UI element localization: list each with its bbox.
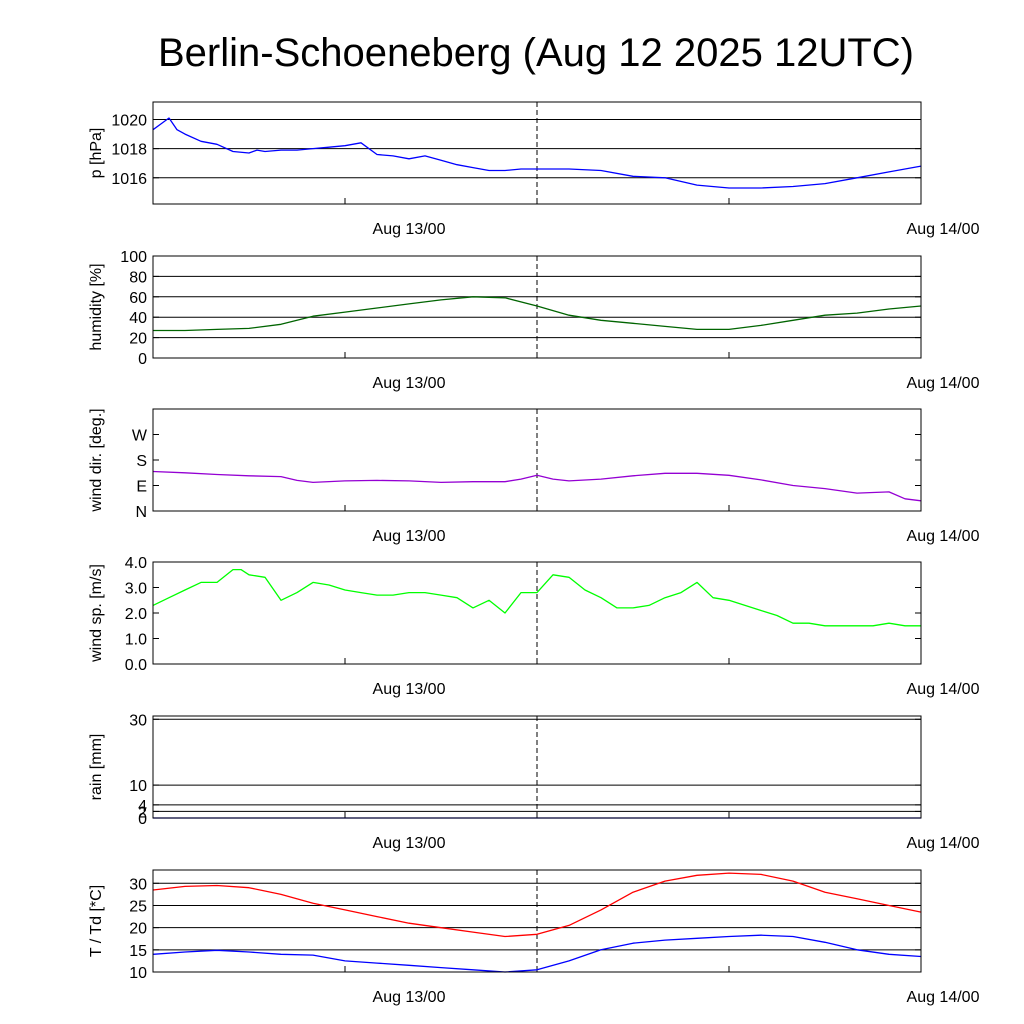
y-tick-label: 4: [138, 798, 147, 815]
y-tick-label: 3.0: [125, 581, 147, 598]
y-tick-label: 10: [129, 965, 147, 982]
plot-frame: [152, 408, 922, 512]
y-tick-label: 1016: [111, 171, 147, 188]
y-axis-label: wind dir. [deg.]: [88, 408, 105, 512]
plot-frame: [152, 255, 922, 359]
x-tick-label: Aug 13/00: [373, 835, 446, 852]
y-tick-label: 80: [129, 269, 147, 286]
y-tick-label: 2.0: [125, 606, 147, 623]
series-line-wind_dir: [152, 470, 922, 502]
y-axis-label: humidity [%]: [88, 263, 105, 350]
y-tick-label: S: [136, 453, 147, 470]
y-tick-label: 0: [138, 811, 147, 828]
y-tick-label: 40: [129, 310, 147, 327]
y-tick-label: 2: [138, 804, 147, 821]
x-tick-label: Aug 13/00: [373, 221, 446, 238]
y-tick-label: N: [135, 504, 147, 521]
y-tick-label: W: [132, 428, 148, 445]
y-tick-label: 60: [129, 290, 147, 307]
y-axis-label: T / Td [*C]: [88, 885, 105, 957]
x-tick-label: Aug 13/00: [373, 528, 446, 545]
y-tick-label: 10: [129, 778, 147, 795]
x-tick-label: Aug 14/00: [907, 681, 980, 698]
y-tick-label: 1020: [111, 112, 147, 129]
y-tick-label: E: [136, 479, 147, 496]
x-tick-label: Aug 13/00: [373, 681, 446, 698]
series-line-dewpoint: [152, 934, 922, 973]
plot-frame: [152, 869, 922, 973]
y-tick-label: 25: [129, 898, 147, 915]
panel-4: 0.0 1.0 2.0 3.0 4.0 Aug 13/00 Aug 14/00 wind sp…: [88, 555, 980, 698]
y-tick-label: 20: [129, 921, 147, 938]
panel-5: 024 10 30 Aug 13/00 Aug 14/00 rain [mm]: [88, 712, 980, 852]
x-tick-label: Aug 14/00: [907, 989, 980, 1006]
y-tick-label: 100: [120, 249, 147, 266]
y-tick-label: 15: [129, 943, 147, 960]
x-tick-label: Aug 14/00: [907, 375, 980, 392]
x-tick-label: Aug 14/00: [907, 835, 980, 852]
plot-frame: [152, 561, 922, 665]
y-tick-label: 1018: [111, 142, 147, 159]
y-axis-label: rain [mm]: [88, 734, 105, 801]
y-tick-label: 20: [129, 331, 147, 348]
series-line-temperature: [152, 872, 922, 938]
x-tick-label: Aug 14/00: [907, 528, 980, 545]
y-tick-label: 30: [129, 712, 147, 729]
x-tick-label: Aug 13/00: [373, 989, 446, 1006]
y-tick-label: 0.0: [125, 657, 147, 674]
y-tick-label: 1.0: [125, 632, 147, 649]
series-line-pressure: [152, 117, 922, 189]
panel-1: 1016 1018 1020 Aug 13/00 Aug 14/00 p [hPa]: [88, 101, 980, 238]
y-tick-label: 0: [138, 351, 147, 368]
y-tick-label: 4.0: [125, 555, 147, 572]
series-line-humidity: [153, 296, 922, 332]
plot-frame: [152, 101, 922, 205]
x-tick-label: Aug 13/00: [373, 375, 446, 392]
x-tick-label: Aug 14/00: [907, 221, 980, 238]
y-axis-label: p [hPa]: [88, 128, 105, 179]
y-tick-label: 30: [129, 876, 147, 893]
series-line-wind_speed: [152, 568, 921, 627]
chart-title: Berlin-Schoeneberg (Aug 12 2025 12UTC): [158, 31, 914, 75]
plot-frame: [152, 715, 922, 819]
y-axis-label: wind sp. [m/s]: [88, 564, 105, 663]
panel-6: 10 15 20 25 30 Aug 13/00 Aug 14/00 T / Td [*C]: [88, 869, 980, 1006]
panel-2: 0 20 40 60 80 100 Aug 13/00 Aug 14/00 humidity […: [88, 249, 980, 392]
